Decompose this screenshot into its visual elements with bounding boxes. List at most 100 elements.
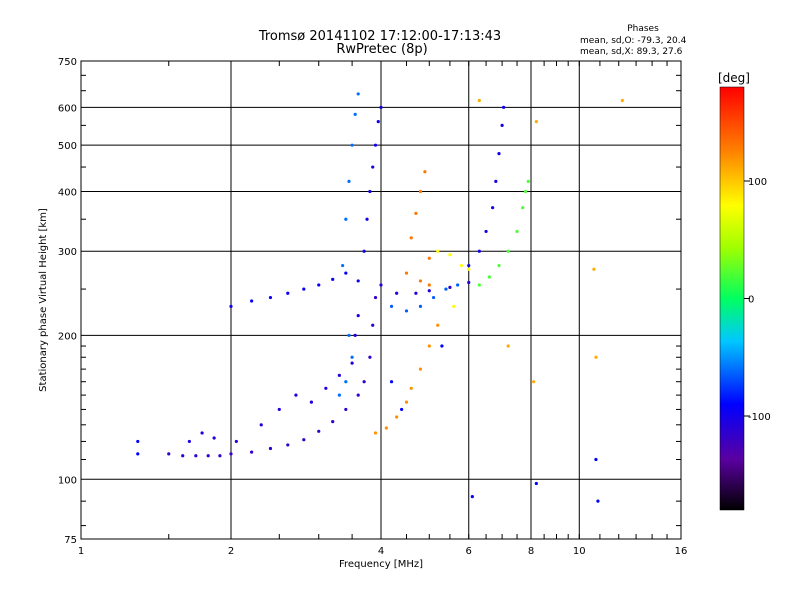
data-point	[448, 253, 452, 257]
data-point	[594, 355, 598, 359]
grid-lines	[81, 61, 681, 539]
data-point	[373, 431, 378, 435]
y-tick-label: 600	[58, 103, 77, 114]
data-point	[229, 304, 233, 308]
data-point	[389, 380, 394, 384]
data-point	[268, 295, 273, 300]
data-point	[427, 283, 431, 287]
colorbar-label: [deg]	[718, 71, 750, 85]
data-point	[491, 206, 495, 210]
data-point	[418, 367, 423, 371]
data-point	[181, 454, 185, 458]
data-point	[497, 263, 501, 268]
data-point	[436, 323, 440, 327]
data-point	[347, 179, 351, 183]
data-point	[497, 152, 501, 156]
data-point	[356, 92, 360, 96]
data-point	[379, 283, 383, 287]
data-point	[373, 143, 378, 147]
data-point	[431, 295, 436, 300]
data-point	[418, 279, 423, 283]
data-point	[384, 426, 388, 430]
data-point	[477, 249, 481, 253]
data-point	[592, 267, 596, 271]
colorbar	[719, 86, 745, 511]
data-point	[532, 380, 536, 384]
y-tick-label: 400	[58, 187, 77, 198]
data-point	[250, 450, 254, 454]
data-point	[187, 439, 191, 444]
data-point	[362, 380, 366, 384]
data-point	[368, 355, 372, 359]
data-point	[356, 393, 360, 397]
data-point	[459, 263, 464, 268]
data-point	[444, 287, 448, 291]
data-point	[167, 452, 171, 456]
data-point	[136, 439, 140, 444]
data-point	[350, 143, 354, 147]
data-point	[506, 249, 510, 253]
data-point	[234, 439, 238, 444]
data-point	[484, 229, 488, 234]
data-point	[324, 386, 328, 390]
data-point	[317, 429, 321, 433]
data-point	[456, 283, 460, 287]
data-point	[218, 454, 222, 458]
data-point	[452, 304, 456, 308]
data-point	[379, 105, 383, 109]
data-point	[344, 407, 348, 412]
data-point	[526, 179, 530, 183]
data-point	[212, 436, 216, 440]
data-point	[371, 165, 375, 169]
data-point	[302, 287, 306, 291]
data-point	[371, 323, 375, 327]
data-point	[534, 120, 538, 124]
data-point	[317, 283, 321, 287]
data-point	[506, 344, 510, 348]
data-point	[596, 499, 600, 503]
y-tick-label: 75	[64, 535, 77, 546]
data-point	[362, 249, 366, 253]
data-point	[376, 120, 380, 124]
data-point	[477, 283, 481, 287]
data-point	[337, 373, 341, 377]
y-axis-label: Stationary phase Virtual Height [km]	[38, 208, 49, 392]
x-tick-label: 6	[466, 546, 472, 557]
data-point	[365, 217, 369, 221]
data-point	[404, 309, 409, 313]
data-points	[136, 92, 624, 503]
data-point	[500, 123, 504, 127]
minor-ticks	[80, 61, 682, 539]
data-point	[404, 400, 409, 404]
data-point	[200, 431, 204, 435]
data-point	[309, 400, 314, 404]
data-point	[229, 452, 233, 456]
data-point	[259, 423, 263, 427]
data-point	[194, 454, 198, 458]
data-point	[418, 304, 423, 308]
data-point	[467, 280, 471, 285]
data-point	[400, 407, 404, 412]
data-point	[395, 415, 399, 419]
chart-title: Tromsø 20141102 17:12:00-17:13:43	[258, 29, 501, 44]
data-point	[440, 344, 444, 348]
data-point	[350, 355, 354, 359]
x-tick-label: 2	[228, 546, 234, 557]
x-axis-label: Frequency [MHz]	[339, 559, 423, 570]
data-point	[427, 344, 431, 348]
colorbar-ticks: 100 0 -100	[744, 177, 771, 423]
y-tick-labels: 75 100 200 300 400 500 600 750	[58, 57, 77, 546]
phases-o-stats: mean, sd,O: -79.3, 20.4	[580, 36, 687, 46]
data-point	[436, 249, 440, 253]
x-tick-labels: 1 2 4 6 8 10 16	[78, 546, 688, 557]
data-point	[344, 217, 348, 221]
data-point	[502, 105, 506, 109]
data-point	[347, 333, 351, 337]
data-point	[523, 189, 528, 194]
data-point	[487, 275, 491, 279]
data-point	[409, 236, 413, 240]
x-tick-label: 10	[573, 546, 586, 557]
data-point	[467, 263, 471, 268]
y-tick-label: 300	[58, 247, 77, 258]
data-point	[515, 229, 519, 234]
